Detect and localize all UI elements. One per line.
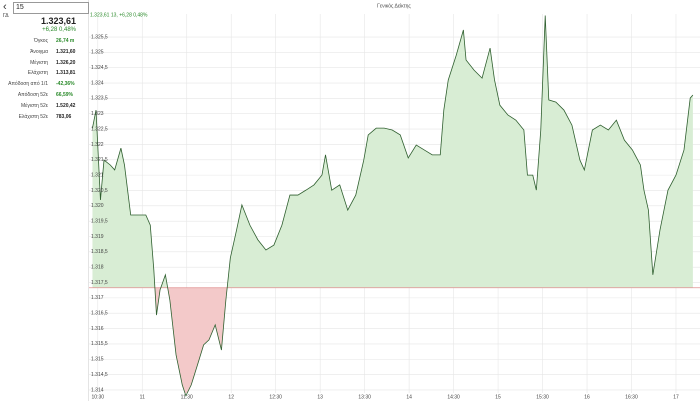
stat-label: Μέγιστη 52ε <box>20 102 48 109</box>
stat-label: Απόδοση 52ε <box>17 92 48 98</box>
x-tick-label: 14 <box>406 394 412 400</box>
x-tick-label: 17 <box>673 394 679 400</box>
y-tick-label: 1.318,5 <box>91 249 108 255</box>
y-tick-label: 1.316,5 <box>91 311 108 317</box>
index-code: ΓΔ <box>3 13 9 19</box>
y-tick-label: 1.320 <box>91 203 104 209</box>
stat-value: 783,06 <box>56 113 72 120</box>
stat-value: 26,74 m <box>56 38 75 44</box>
price-line <box>92 15 694 397</box>
y-tick-label: 1.322 <box>91 142 104 148</box>
x-tick-label: 11:30 <box>181 394 193 400</box>
sidebar: ‹ 15 ΓΔ 1.323,61 +6,28 0,48% Όγκος 26,74 … <box>0 0 89 401</box>
y-tick-label: 1.314 <box>91 387 104 393</box>
stat-row: Ελάχιστη 52ε 783,06 <box>0 114 88 124</box>
x-tick-label: 16:30 <box>625 394 638 400</box>
stat-row: Απόδοση από 1/1 -42,36% <box>0 81 88 91</box>
area-below <box>154 287 228 393</box>
stat-value: 66,59% <box>56 92 73 98</box>
search-input[interactable]: 15 <box>13 2 89 14</box>
x-tick-label: 15 <box>495 394 501 400</box>
x-tick-label: 13:30 <box>358 394 371 400</box>
stat-row: Ελάχιστη 1.313,81 <box>0 70 88 80</box>
stat-label: Ελάχιστη <box>27 70 48 77</box>
y-tick-label: 1.322,5 <box>91 126 108 132</box>
stat-value: 1.313,81 <box>56 70 76 77</box>
y-tick-label: 1.317,5 <box>91 280 108 286</box>
y-tick-label: 1.318 <box>91 265 104 271</box>
stat-value: 1.520,42 <box>56 102 76 109</box>
stat-value: 1.326,20 <box>56 59 76 66</box>
chart-title: Γενικός Δείκτης <box>377 2 411 9</box>
y-tick-label: 1.324 <box>91 80 104 86</box>
stat-label: Όγκος <box>33 38 48 44</box>
y-tick-label: 1.315 <box>91 357 104 363</box>
y-tick-label: 1.321,5 <box>91 157 108 163</box>
y-tick-label: 1.323 <box>91 111 104 117</box>
stat-row: Απόδοση 52ε 66,59% <box>0 92 88 102</box>
y-tick-label: 1.325 <box>91 50 104 56</box>
chart-subtitle: 1.323,61 13, +6,28 0,48% <box>90 12 148 18</box>
y-tick-label: 1.319 <box>91 234 104 240</box>
x-tick-label: 10:30 <box>92 394 105 400</box>
y-tick-label: 1.317 <box>91 295 104 301</box>
x-tick-label: 16 <box>584 394 590 400</box>
y-tick-label: 1.320,5 <box>91 188 108 194</box>
x-tick-label: 11 <box>140 394 145 400</box>
x-tick-label: 15:30 <box>536 394 549 400</box>
y-tick-label: 1.323,5 <box>91 96 108 102</box>
stat-row: Όγκος 26,74 m <box>0 38 88 48</box>
x-tick-label: 12 <box>228 394 234 400</box>
stat-label: Μέγιστη <box>30 59 48 66</box>
stat-label: Απόδοση από 1/1 <box>8 81 48 88</box>
stat-row: Μέγιστη 1.326,20 <box>0 60 88 70</box>
stat-label: Άνοιγμα <box>30 48 48 55</box>
stat-row: Άνοιγμα 1.321,60 <box>0 49 88 59</box>
stat-value: 1.321,60 <box>56 48 76 55</box>
y-tick-label: 1.321 <box>91 172 104 178</box>
y-tick-label: 1.316 <box>91 326 104 332</box>
change: +6,28 0,48% <box>42 27 76 33</box>
stat-row: Μέγιστη 52ε 1.520,42 <box>0 103 88 113</box>
stat-label: Ελάχιστη 52ε <box>18 113 48 120</box>
stat-value: -42,36% <box>56 81 75 88</box>
x-tick-label: 14:30 <box>447 394 460 400</box>
y-tick-label: 1.315,5 <box>91 341 108 347</box>
y-tick-label: 1.319,5 <box>91 218 108 224</box>
y-tick-label: 1.324,5 <box>91 65 108 71</box>
y-tick-label: 1.325,5 <box>91 34 108 40</box>
y-tick-label: 1.314,5 <box>91 372 108 378</box>
last-value: 1.323,61 <box>40 16 76 26</box>
back-button[interactable]: ‹ <box>3 1 7 13</box>
x-tick-label: 12:30 <box>269 394 282 400</box>
x-tick-label: 13 <box>317 394 323 400</box>
